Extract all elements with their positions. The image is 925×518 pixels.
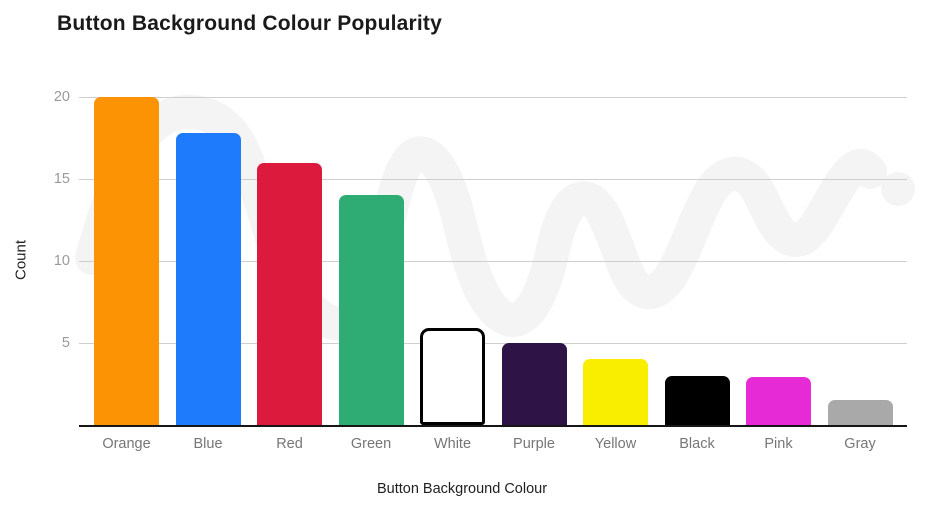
gridline-20	[79, 97, 907, 98]
bar-pink	[746, 377, 811, 425]
xtick-label-yellow: Yellow	[594, 436, 637, 452]
ytick-label-10: 10	[53, 253, 70, 269]
xtick-label-white: White	[433, 436, 472, 452]
xtick-label-orange: Orange	[102, 436, 151, 452]
bar-red	[257, 162, 322, 425]
xtick-label-blue: Blue	[193, 436, 223, 452]
xtick-label-black: Black	[679, 436, 715, 452]
y-axis-title: Count	[12, 239, 30, 281]
bar-black	[664, 375, 730, 425]
bar-orange	[94, 97, 159, 425]
x-axis-title: Button Background Colour	[376, 481, 548, 497]
x-axis-line	[79, 425, 907, 427]
xtick-label-green: Green	[350, 436, 392, 452]
ytick-label-5: 5	[61, 335, 70, 351]
bar-white	[420, 328, 485, 425]
bar-blue	[175, 133, 241, 425]
xtick-label-purple: Purple	[513, 436, 555, 452]
xtick-label-gray: Gray	[844, 436, 876, 452]
bar-gray	[827, 400, 893, 425]
chart-title: Button Background Colour Popularity	[57, 12, 442, 35]
bar-green	[338, 195, 404, 425]
ytick-label-20: 20	[53, 89, 70, 105]
gridline-10	[79, 261, 907, 262]
bar-yellow	[583, 359, 648, 425]
plot-area: 5 10 15 20 Orange Blue Red Green White Purple Yell…	[54, 89, 907, 452]
gridline-5	[79, 343, 907, 344]
xtick-label-red: Red	[276, 436, 303, 452]
xtick-label-pink: Pink	[764, 436, 793, 452]
ytick-label-15: 15	[53, 171, 70, 187]
bar-purple	[501, 343, 567, 425]
gridline-15	[79, 179, 907, 180]
